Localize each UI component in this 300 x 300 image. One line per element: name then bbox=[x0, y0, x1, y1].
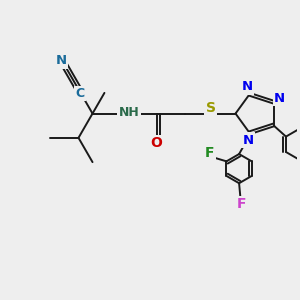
Text: F: F bbox=[236, 197, 246, 211]
Text: N: N bbox=[242, 80, 253, 94]
Text: O: O bbox=[151, 136, 162, 150]
Text: F: F bbox=[205, 146, 214, 160]
Text: C: C bbox=[75, 87, 85, 100]
Text: NH: NH bbox=[118, 106, 139, 118]
Text: S: S bbox=[206, 101, 216, 115]
Text: N: N bbox=[56, 54, 67, 67]
Text: N: N bbox=[274, 92, 285, 105]
Text: N: N bbox=[243, 134, 254, 147]
